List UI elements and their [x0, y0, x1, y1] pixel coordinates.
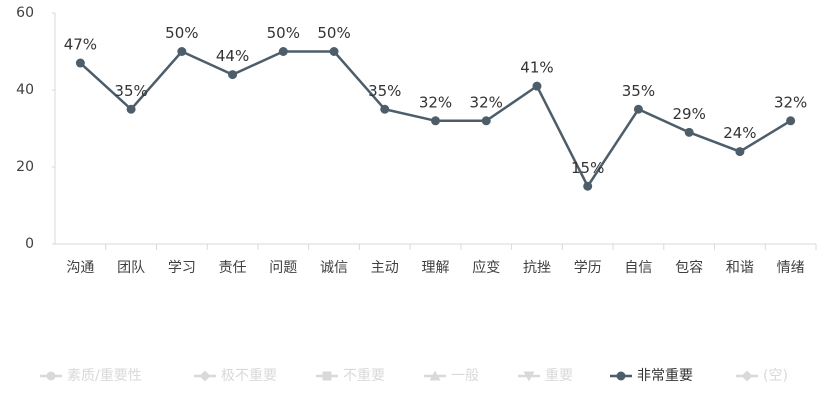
- x-tick-label: 责任: [219, 260, 247, 276]
- marker: [380, 104, 390, 114]
- y-tick-label: 60: [16, 5, 34, 21]
- data-label: 32%: [419, 93, 452, 111]
- legend-label[interactable]: 不重要: [343, 368, 385, 384]
- marker: [523, 371, 535, 382]
- y-tick-label: 0: [25, 236, 34, 252]
- x-tick-label: 情绪: [777, 260, 805, 276]
- data-label: 50%: [317, 24, 350, 42]
- x-tick-label: 主动: [371, 260, 399, 276]
- marker: [481, 116, 491, 126]
- data-label: 15%: [571, 159, 604, 177]
- data-label: 35%: [114, 82, 147, 100]
- marker: [278, 47, 288, 56]
- x-tick-label: 学历: [574, 260, 602, 276]
- marker: [429, 370, 441, 381]
- marker: [583, 181, 593, 191]
- data-label: 32%: [774, 93, 807, 111]
- data-label: 50%: [267, 24, 300, 42]
- data-label: 35%: [622, 82, 655, 100]
- marker: [633, 104, 643, 114]
- marker: [228, 70, 238, 80]
- x-tick-label: 沟通: [66, 260, 94, 276]
- legend-label[interactable]: 极不重要: [221, 368, 277, 384]
- marker: [322, 371, 332, 381]
- marker: [75, 58, 85, 68]
- x-tick-label: 包容: [675, 259, 703, 276]
- x-tick-label: 问题: [269, 260, 297, 276]
- legend-label[interactable]: (空): [763, 368, 788, 384]
- marker: [199, 370, 211, 382]
- legend-label[interactable]: 一般: [451, 368, 479, 384]
- x-tick-label: 团队: [117, 260, 145, 276]
- data-label: 24%: [723, 124, 756, 142]
- data-label: 29%: [672, 105, 705, 123]
- marker: [177, 47, 187, 56]
- marker: [329, 47, 339, 56]
- y-tick-label: 20: [16, 159, 34, 175]
- marker: [741, 370, 753, 382]
- data-label: 35%: [368, 82, 401, 100]
- x-tick-label: 诚信: [320, 260, 348, 276]
- marker: [431, 116, 440, 126]
- data-label: 32%: [470, 93, 503, 111]
- x-tick-label: 应变: [472, 259, 500, 276]
- marker: [786, 116, 796, 126]
- marker: [532, 81, 542, 91]
- marker: [684, 127, 694, 137]
- marker: [126, 104, 136, 114]
- legend-label[interactable]: 素质/重要性: [67, 368, 142, 384]
- x-tick-label: 自信: [624, 260, 652, 276]
- data-label: 47%: [64, 36, 97, 54]
- marker: [616, 371, 626, 381]
- x-tick-label: 和谐: [726, 260, 754, 276]
- y-tick-label: 40: [16, 82, 34, 98]
- data-label: 50%: [165, 24, 198, 42]
- x-tick-label: 抗挫: [523, 260, 551, 276]
- data-label: 44%: [216, 47, 249, 65]
- x-tick-label: 学习: [168, 260, 196, 276]
- data-label: 41%: [520, 59, 553, 77]
- x-tick-label: 理解: [422, 260, 450, 276]
- marker: [735, 147, 745, 157]
- legend-label[interactable]: 重要: [545, 368, 573, 384]
- marker: [46, 371, 56, 381]
- legend-label[interactable]: 非常重要: [637, 368, 693, 384]
